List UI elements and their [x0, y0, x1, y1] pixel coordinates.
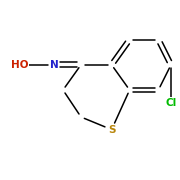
Text: Cl: Cl — [165, 98, 177, 108]
Text: HO: HO — [11, 60, 29, 70]
Text: S: S — [108, 125, 115, 135]
Text: N: N — [50, 60, 58, 70]
